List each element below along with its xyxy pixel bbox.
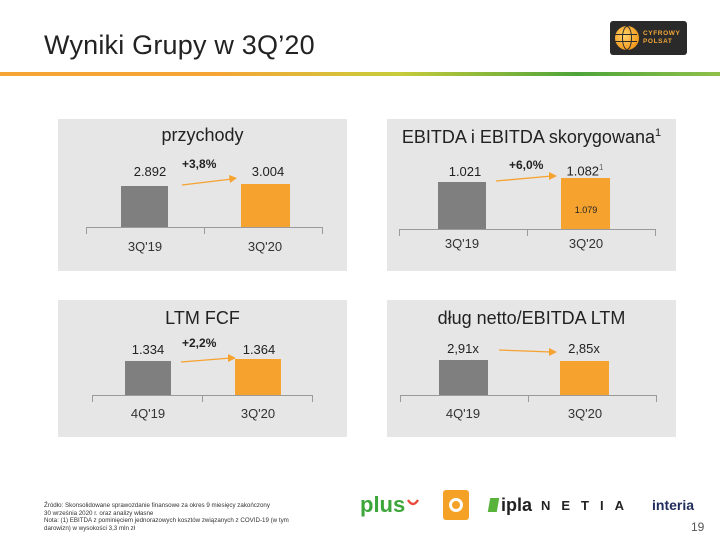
logo-line1: CYFROWY xyxy=(643,30,681,37)
bar-value-label: 1.0821 xyxy=(566,163,604,179)
panel-ebitda: EBITDA i EBITDA skorygowana1 1.021 1.082… xyxy=(387,119,676,271)
netia-logo: NETIA xyxy=(541,497,635,513)
category-label: 3Q'19 xyxy=(444,236,480,251)
bar-value-label: 2.892 xyxy=(133,164,167,179)
page-number: 19 xyxy=(691,520,705,534)
category-label: 3Q'19 xyxy=(127,239,163,254)
interia-logo: interia xyxy=(652,497,695,513)
panel-revenue: przychody 2.892 3.004 +3,8% 3Q'19 3Q'20 xyxy=(58,119,347,271)
plus-smile-icon xyxy=(407,499,420,506)
bar-value-label: 1.334 xyxy=(131,342,165,357)
bar-3q20 xyxy=(560,361,609,395)
bar-3q20 xyxy=(241,184,290,227)
ipla-logo: ipla xyxy=(487,488,532,522)
cyfrowy-polsat-logo: CYFROWY POLSAT xyxy=(610,21,687,55)
bar-value-label: 1.021 xyxy=(448,164,482,179)
category-label: 3Q'20 xyxy=(247,239,283,254)
change-label: +6,0% xyxy=(509,158,544,172)
footnote: Źródło: Skonsolidowane sprawozdanie fina… xyxy=(44,502,289,532)
change-label: +2,2% xyxy=(182,336,217,350)
category-label: 4Q'19 xyxy=(130,406,166,421)
adjusted-value-label: 1.079 xyxy=(574,205,598,215)
right-arrow-icon xyxy=(498,348,557,356)
slide-title: Wyniki Grupy w 3Q’20 xyxy=(44,30,315,60)
plus-logo: plus xyxy=(360,488,420,522)
category-label: 3Q'20 xyxy=(567,406,603,421)
change-label: +3,8% xyxy=(182,157,217,171)
bar-4q19 xyxy=(125,361,171,395)
bar-value-label: 2,85x xyxy=(568,341,600,356)
ipla-mark-icon xyxy=(487,498,500,512)
right-arrow-icon xyxy=(495,172,557,182)
polsat-logo xyxy=(443,490,469,520)
bar-3q20 xyxy=(235,359,281,395)
panel-title: dług netto/EBITDA LTM xyxy=(437,308,626,328)
panel-title: LTM FCF xyxy=(165,308,240,328)
bar-value-label: 2,91x xyxy=(447,341,479,356)
bar-3q19 xyxy=(121,186,168,227)
bar-value-label: 1.364 xyxy=(242,342,276,357)
polsat-sun-icon xyxy=(449,498,463,512)
globe-icon xyxy=(615,26,639,50)
panel-title: przychody xyxy=(161,125,244,145)
right-arrow-icon xyxy=(180,354,236,363)
bar-3q20 xyxy=(561,178,610,229)
bar-value-label: 3.004 xyxy=(251,164,285,179)
title-divider xyxy=(0,72,720,76)
panel-net-debt: dług netto/EBITDA LTM 2,91x 2,85x 4Q'19 … xyxy=(387,300,676,437)
category-label: 4Q'19 xyxy=(445,406,481,421)
panel-ltm-fcf: LTM FCF 1.334 1.364 +2,2% 4Q'19 3Q'20 xyxy=(58,300,347,437)
logo-line2: POLSAT xyxy=(643,38,673,45)
category-label: 3Q'20 xyxy=(568,236,604,251)
bar-4q19 xyxy=(439,360,488,395)
right-arrow-icon xyxy=(181,175,237,186)
panel-title: EBITDA i EBITDA skorygowana1 xyxy=(401,127,662,147)
category-label: 3Q'20 xyxy=(240,406,276,421)
bar-3q19 xyxy=(438,182,486,229)
